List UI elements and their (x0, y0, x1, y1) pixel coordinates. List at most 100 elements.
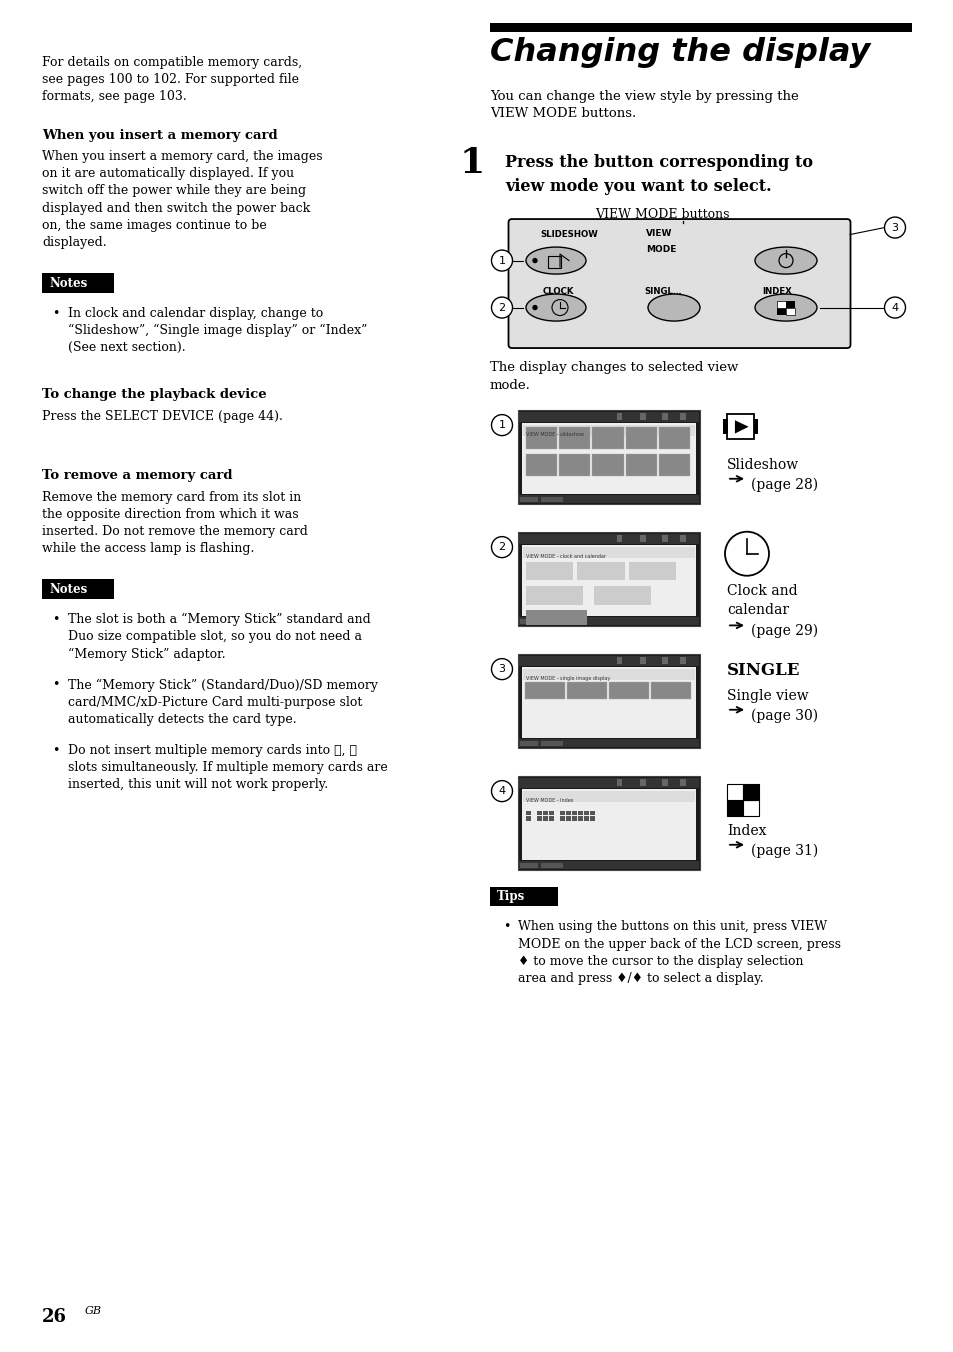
Bar (726, 800, 742, 817)
Bar (726, 414, 753, 439)
Bar (558, 427, 590, 449)
Bar (525, 562, 573, 580)
Text: (page 29): (page 29) (750, 623, 818, 638)
Bar (540, 741, 562, 746)
Bar (537, 810, 541, 815)
Polygon shape (734, 420, 748, 434)
Text: displayed and then switch the power back: displayed and then switch the power back (42, 201, 310, 215)
Text: VIEW MODE - clock and calendar: VIEW MODE - clock and calendar (525, 554, 605, 560)
Bar (518, 861, 699, 869)
Bar (592, 454, 623, 476)
Text: VIEW MODE - single image display: VIEW MODE - single image display (525, 676, 610, 681)
Text: The “Memory Stick” (Standard/Duo)/SD memory: The “Memory Stick” (Standard/Duo)/SD mem… (68, 679, 377, 692)
Bar (661, 414, 667, 419)
Text: area and press ♦/♦ to select a display.: area and press ♦/♦ to select a display. (517, 972, 762, 986)
Text: •: • (52, 307, 59, 320)
Text: the opposite direction from which it was: the opposite direction from which it was (42, 508, 298, 521)
Text: on, the same images continue to be: on, the same images continue to be (42, 219, 267, 233)
Bar (785, 307, 794, 315)
Bar (521, 790, 696, 860)
Bar (566, 683, 606, 699)
Bar (650, 683, 690, 699)
Bar (540, 863, 562, 868)
Bar (679, 657, 685, 664)
Bar (753, 419, 758, 434)
Bar (522, 425, 695, 437)
Text: SINGLE: SINGLE (726, 662, 800, 679)
Circle shape (883, 297, 904, 318)
Text: formats, see page 103.: formats, see page 103. (42, 91, 187, 103)
Text: (page 30): (page 30) (750, 708, 818, 723)
Text: •: • (502, 921, 510, 933)
Bar (639, 779, 645, 786)
Bar (625, 454, 656, 476)
Text: SINGL…: SINGL… (643, 287, 680, 296)
Bar (540, 619, 562, 625)
Text: When using the buttons on this unit, press VIEW: When using the buttons on this unit, pre… (517, 921, 826, 933)
Bar (519, 863, 537, 868)
Bar (572, 817, 577, 821)
Text: VIEW MODE - slideshow: VIEW MODE - slideshow (525, 433, 583, 437)
Bar (525, 454, 557, 476)
Text: 2: 2 (497, 542, 505, 552)
Circle shape (724, 531, 768, 576)
Text: inserted, this unit will not work properly.: inserted, this unit will not work proper… (68, 779, 328, 791)
FancyBboxPatch shape (508, 219, 850, 347)
Bar (742, 784, 759, 800)
Bar (517, 410, 700, 504)
Bar (661, 535, 667, 542)
Bar (659, 454, 689, 476)
Bar (589, 817, 594, 821)
Text: 3: 3 (890, 223, 898, 233)
Bar (616, 414, 621, 419)
Text: 3: 3 (498, 664, 505, 675)
Bar (522, 791, 695, 802)
Bar (42, 580, 113, 599)
Circle shape (491, 780, 512, 802)
Text: To change the playback device: To change the playback device (42, 388, 266, 402)
Bar (559, 817, 564, 821)
Bar (776, 300, 785, 307)
Circle shape (491, 537, 512, 557)
Text: see pages 100 to 102. For supported file: see pages 100 to 102. For supported file (42, 73, 298, 87)
Bar (521, 667, 696, 738)
Bar (639, 535, 645, 542)
Circle shape (491, 250, 512, 270)
Text: 2: 2 (497, 303, 505, 312)
Text: VIEW MODE buttons.: VIEW MODE buttons. (490, 107, 636, 120)
Circle shape (491, 415, 512, 435)
Text: 1: 1 (498, 420, 505, 430)
Circle shape (532, 258, 537, 264)
Text: VIEW MODE - Index: VIEW MODE - Index (525, 798, 573, 803)
Bar (542, 817, 547, 821)
Bar (679, 535, 685, 542)
Bar (537, 817, 541, 821)
Bar (577, 562, 624, 580)
Text: “Memory Stick” adaptor.: “Memory Stick” adaptor. (68, 648, 226, 661)
Bar (42, 273, 113, 293)
Bar (525, 427, 557, 449)
Bar (518, 411, 699, 422)
Bar (521, 423, 696, 493)
Text: “Slideshow”, “Single image display” or “Index”: “Slideshow”, “Single image display” or “… (68, 324, 367, 337)
Text: The display changes to selected view: The display changes to selected view (490, 361, 738, 373)
Text: while the access lamp is flashing.: while the access lamp is flashing. (42, 542, 254, 556)
Text: MODE: MODE (645, 245, 676, 254)
Bar (785, 300, 794, 307)
Bar (565, 810, 570, 815)
Bar (522, 669, 695, 680)
Ellipse shape (754, 295, 816, 320)
Ellipse shape (525, 247, 585, 274)
Text: view mode you want to select.: view mode you want to select. (504, 177, 771, 195)
Text: Press the SELECT DEVICE (page 44).: Press the SELECT DEVICE (page 44). (42, 410, 283, 423)
Bar (525, 587, 582, 606)
Text: inserted. Do not remove the memory card: inserted. Do not remove the memory card (42, 525, 308, 538)
Text: Do not insert multiple memory cards into Ⓐ, Ⓑ: Do not insert multiple memory cards into… (68, 744, 356, 757)
Text: (See next section).: (See next section). (68, 341, 186, 354)
Text: Slideshow: Slideshow (726, 458, 799, 472)
Bar (616, 535, 621, 542)
Bar (525, 610, 586, 625)
Bar (742, 800, 759, 817)
Text: 4: 4 (497, 786, 505, 796)
Text: When you insert a memory card, the images: When you insert a memory card, the image… (42, 150, 322, 164)
